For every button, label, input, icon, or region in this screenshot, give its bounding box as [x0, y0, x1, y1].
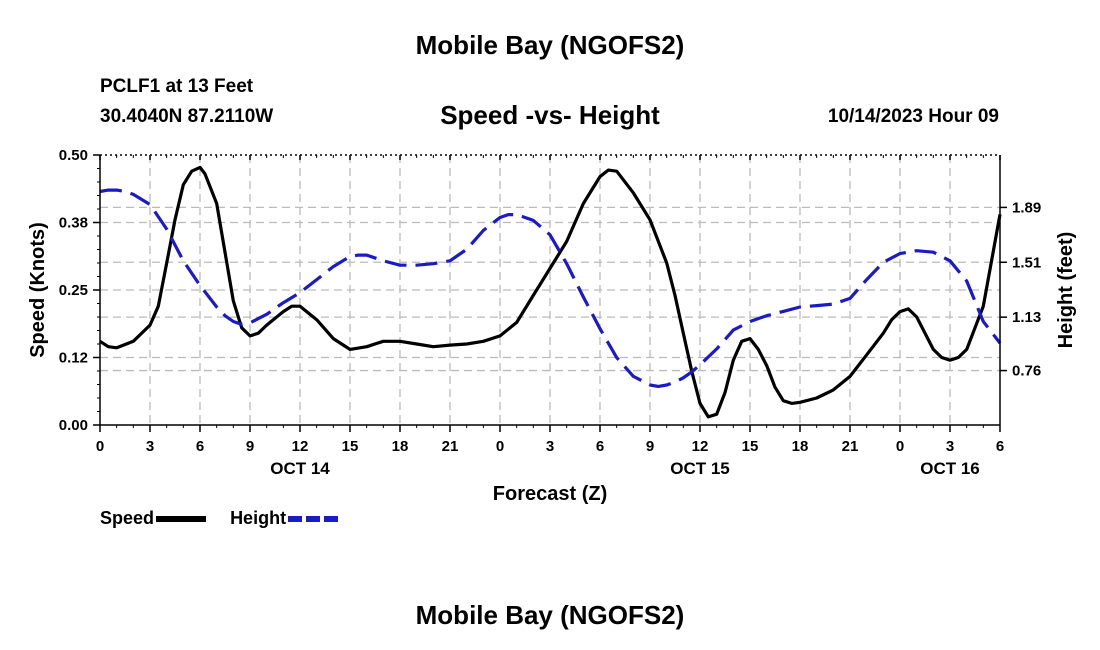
chart-title-bottom: Mobile Bay (NGOFS2): [415, 600, 685, 630]
y-axis-title: Speed (Knots): [27, 222, 49, 358]
y-tick-label: 0.12: [59, 350, 88, 367]
axis-layer: [93, 154, 1007, 432]
x-tick-label: 3: [946, 438, 954, 455]
series-height-line: [99, 188, 1002, 388]
y2-tick-label: 0.76: [1012, 363, 1041, 380]
chart-title-top: Mobile Bay (NGOFS2): [415, 30, 685, 60]
legend-height-line: [288, 516, 339, 523]
legend-speed-line: [156, 516, 207, 523]
coordinates-label: 30.4040N 87.2110W: [100, 106, 274, 127]
series-speed-line: [99, 165, 1002, 419]
x-tick-label: 9: [646, 438, 654, 455]
x-tick-label: 9: [246, 438, 254, 455]
x-tick-label: 0: [896, 438, 904, 455]
x-tick-label: 18: [392, 438, 409, 455]
x-axis-title: Forecast (Z): [493, 483, 607, 505]
legend-speed-label: Speed: [100, 508, 155, 528]
y2-tick-label: 1.13: [1012, 309, 1041, 326]
date-label: OCT 16: [920, 459, 980, 478]
y-tick-label: 0.25: [59, 282, 88, 299]
y2-tick-label: 1.51: [1012, 254, 1041, 271]
x-tick-label: 6: [996, 438, 1004, 455]
x-tick-label: 12: [292, 438, 309, 455]
x-tick-label: 15: [342, 438, 359, 455]
x-tick-label: 21: [442, 438, 459, 455]
x-tick-label: 6: [596, 438, 604, 455]
date-label: OCT 15: [670, 459, 730, 478]
series-layer: [99, 165, 1002, 419]
x-tick-label: 12: [692, 438, 709, 455]
legend-height-label: Height: [230, 508, 287, 528]
datetime-label: 10/14/2023 Hour 09: [827, 106, 999, 127]
station-label: PCLF1 at 13 Feet: [100, 76, 254, 97]
label-layer: 0 3 6 9 12 15 18 21 0 3 6 9 12 15 18 21 0 3 6 OCT 14 OCT 15 O…: [27, 147, 1077, 505]
date-label: OCT 14: [270, 459, 330, 478]
x-tick-label: 3: [146, 438, 154, 455]
x-tick-label: 21: [842, 438, 859, 455]
x-tick-label: 0: [96, 438, 104, 455]
y2-axis-title: Height (feet): [1055, 232, 1077, 349]
y2-tick-label: 1.89: [1012, 199, 1041, 216]
x-tick-label: 6: [196, 438, 204, 455]
x-tick-label: 3: [546, 438, 554, 455]
grid-layer: [100, 155, 1000, 425]
legend: Speed Height: [100, 508, 340, 529]
y-tick-label: 0.00: [59, 417, 88, 434]
chart-subtitle: Speed -vs- Height: [440, 100, 660, 130]
y-tick-label: 0.38: [59, 215, 88, 232]
y-tick-label: 0.50: [59, 147, 88, 164]
x-tick-label: 18: [792, 438, 809, 455]
x-tick-label: 0: [496, 438, 504, 455]
x-tick-label: 15: [742, 438, 759, 455]
